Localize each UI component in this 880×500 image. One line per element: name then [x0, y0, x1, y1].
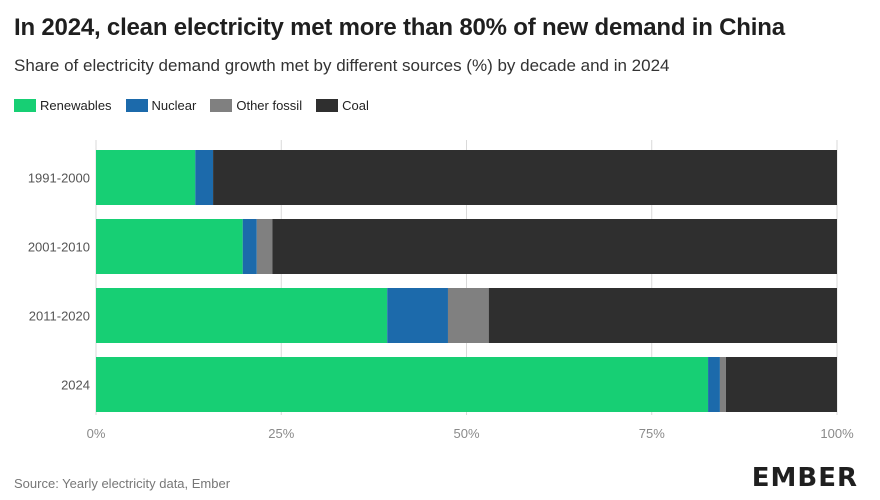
stacked-bar-chart: 1991-2000 2001-2010 2011-2020 2024 0% 25% 50% 7… — [28, 140, 854, 441]
legend-item-other-fossil: Other fossil — [210, 98, 302, 113]
legend-label-coal: Coal — [342, 98, 369, 113]
legend-item-coal: Coal — [316, 98, 369, 113]
bar-segment-coal — [213, 150, 837, 205]
legend: Renewables Nuclear Other fossil Coal — [14, 98, 369, 113]
bar-segment-nuclear — [387, 288, 448, 343]
ember-logo: EMBER — [751, 463, 858, 493]
source-note: Source: Yearly electricity data, Ember — [14, 476, 231, 491]
legend-swatch-other-fossil — [210, 99, 233, 112]
bar-segment-renewables — [96, 219, 243, 274]
bar-segment-coal — [725, 357, 837, 412]
legend-label-renewables: Renewables — [40, 98, 112, 113]
x-tick-label: 100% — [820, 426, 854, 441]
legend-swatch-coal — [316, 99, 339, 112]
bar-segment-renewables — [96, 150, 196, 205]
bar-segment-nuclear — [195, 150, 214, 205]
x-tick-label: 75% — [639, 426, 665, 441]
bar-segment-coal — [488, 288, 837, 343]
legend-label-other-fossil: Other fossil — [236, 98, 303, 113]
bar-segment-nuclear — [708, 357, 720, 412]
legend-swatch-nuclear — [125, 99, 148, 112]
bar-segment-coal — [272, 219, 837, 274]
category-label: 1991-2000 — [28, 171, 90, 186]
bar-segment-other-fossil — [719, 357, 726, 412]
category-label: 2001-2010 — [28, 240, 90, 255]
legend-item-renewables: Renewables — [14, 98, 112, 113]
bar-segment-renewables — [96, 288, 388, 343]
bar-segment-nuclear — [242, 219, 257, 274]
bar-segment-other-fossil — [447, 288, 489, 343]
legend-item-nuclear: Nuclear — [125, 98, 197, 113]
x-tick-label: 50% — [453, 426, 479, 441]
chart-title: In 2024, clean electricity met more than… — [14, 14, 785, 41]
x-tick-label: 25% — [268, 426, 294, 441]
legend-swatch-renewables — [14, 99, 36, 112]
x-tick-label: 0% — [87, 426, 106, 441]
bar-segment-renewables — [96, 357, 709, 412]
category-label: 2024 — [61, 378, 90, 393]
legend-label-nuclear: Nuclear — [151, 98, 197, 113]
category-label: 2011-2020 — [29, 309, 90, 324]
chart-subtitle: Share of electricity demand growth met b… — [14, 56, 670, 75]
bar-segment-other-fossil — [256, 219, 273, 274]
